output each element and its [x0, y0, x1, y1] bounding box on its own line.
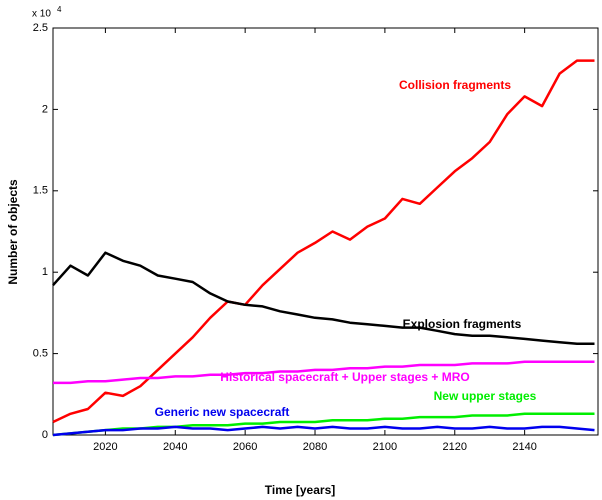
- y-tick-label: 0: [42, 429, 48, 441]
- y-axis-label: Number of objects: [6, 179, 20, 285]
- x-axis-label: Time [years]: [265, 483, 335, 497]
- plot-frame: [52, 27, 599, 436]
- series-label: New upper stages: [434, 389, 537, 403]
- x-tick-label: 2080: [303, 441, 327, 453]
- x-tick-label: 2040: [163, 441, 187, 453]
- x-tick-label: 2020: [93, 441, 117, 453]
- x-tick-label: 2120: [443, 441, 467, 453]
- series-label: Collision fragments: [399, 78, 511, 92]
- series-line: [53, 360, 595, 385]
- y-tick-label: 2: [42, 103, 48, 115]
- series-line: [52, 59, 595, 424]
- y-scale-exponent: 4: [57, 5, 62, 14]
- y-scale-base: x 10: [32, 9, 51, 20]
- series-label: Historical spacecraft + Upper stages + M…: [220, 370, 469, 384]
- y-tick-label: 0.5: [33, 348, 48, 360]
- y-tick-label: 1: [42, 266, 48, 278]
- series-line: [52, 425, 595, 437]
- series-line: [52, 251, 595, 346]
- x-tick-label: 2140: [512, 441, 536, 453]
- series-line: [52, 412, 595, 437]
- y-tick-label: 2.5: [33, 22, 48, 34]
- x-tick-label: 2060: [233, 441, 257, 453]
- series-label: Explosion fragments: [403, 317, 522, 331]
- series-label: Generic new spacecraft: [155, 405, 290, 419]
- x-tick-label: 2100: [373, 441, 397, 453]
- y-tick-label: 1.5: [33, 185, 48, 197]
